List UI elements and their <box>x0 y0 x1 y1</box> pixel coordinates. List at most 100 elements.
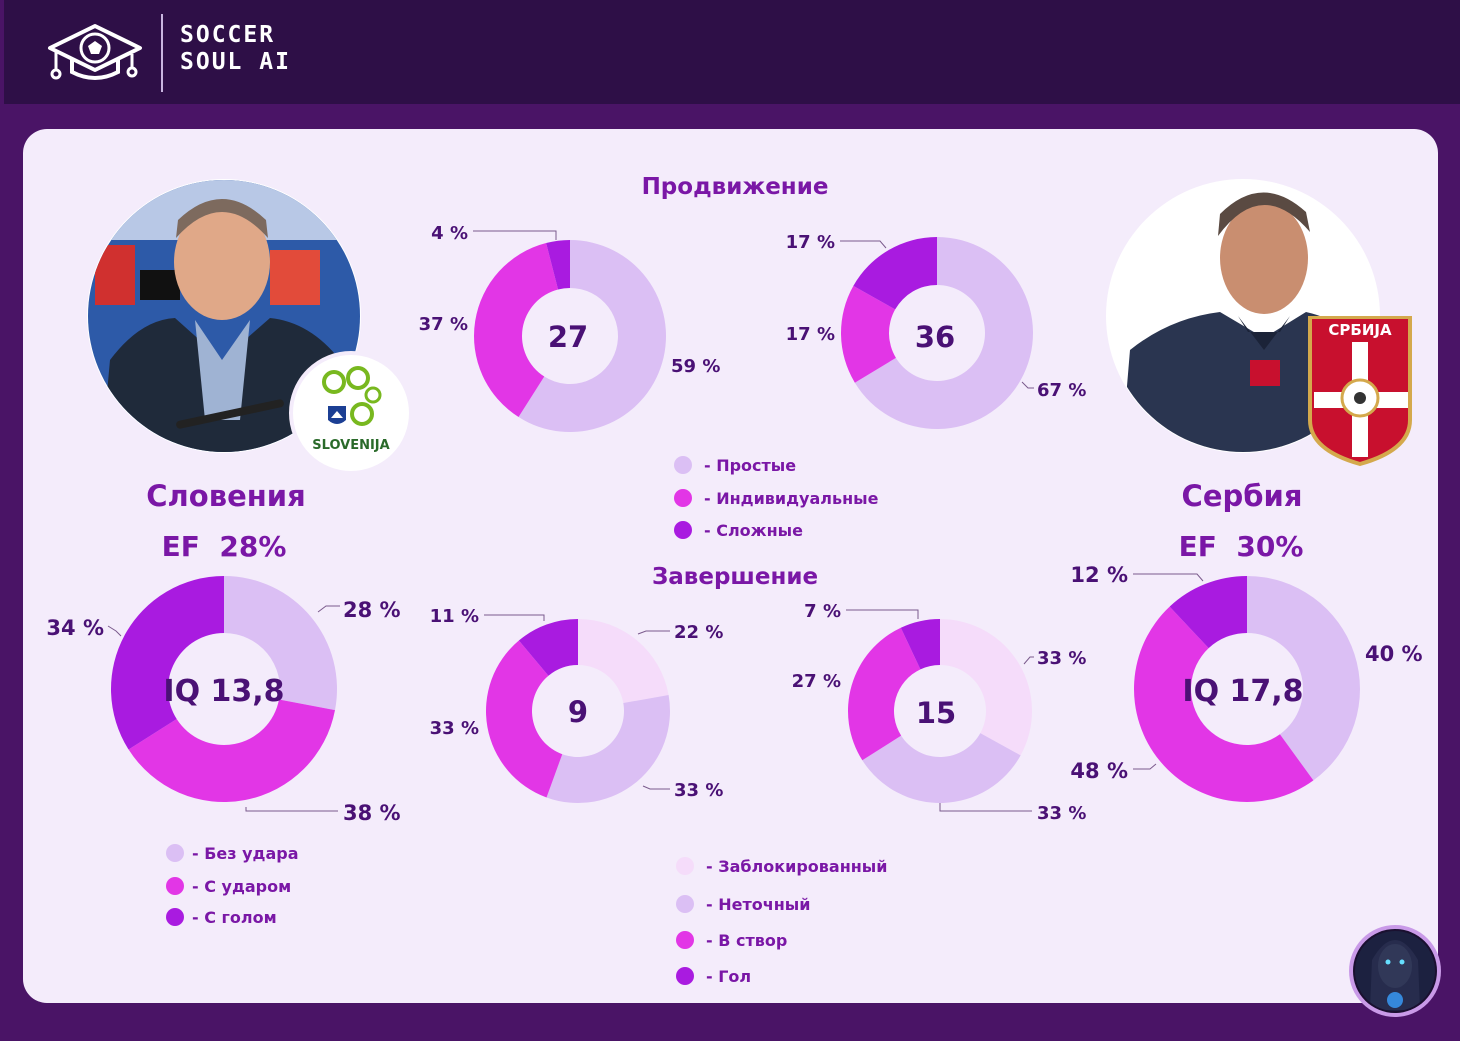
slice-label-simple: 59 % <box>671 356 720 377</box>
leader-line <box>840 240 887 249</box>
slovenia-team-name: Словения <box>146 479 305 513</box>
finishing-title: Завершение <box>652 564 818 590</box>
slice-label-with-goal: 12 % <box>1070 563 1128 587</box>
donut-slovenia-finishing: 9 22 % 33 % 33 % 11 % <box>430 606 723 803</box>
donut-serbia-progression: 36 67 % 17 % 17 % <box>786 232 1086 429</box>
soccer-cap-logo-icon <box>48 24 142 80</box>
brand-line-1: SOCCER <box>180 22 276 48</box>
donut-slice-0 <box>518 240 666 432</box>
slice-label-with-shot: 38 % <box>343 801 401 825</box>
legend-item-blocked: - Заблокированный <box>706 857 887 876</box>
leader-line <box>1023 656 1034 665</box>
donut-slice-2 <box>848 627 921 761</box>
slice-label-no-shot: 28 % <box>343 598 401 622</box>
leader-line <box>846 609 919 619</box>
slice-label-goal: 11 % <box>430 606 479 627</box>
legend-item-simple: - Простые <box>704 456 796 475</box>
donut-serbia-finishing: 15 33 % 33 % 27 % 7 % <box>792 601 1087 824</box>
donut-slice-0 <box>224 576 337 711</box>
donut-serbia-attack-end: IQ 17,8 40 % 48 % 12 % <box>1070 563 1423 803</box>
slice-label-simple: 67 % <box>1037 380 1086 401</box>
leader-line <box>484 614 545 621</box>
slice-label-no-shot: 40 % <box>1365 642 1423 666</box>
donut-center-label: 36 <box>915 320 955 354</box>
donut-center-label: 15 <box>916 696 956 730</box>
legend-swatch <box>166 844 184 862</box>
donut-slice-1 <box>1133 606 1314 803</box>
legend-swatch <box>676 967 694 985</box>
slice-label-on-target: 27 % <box>792 671 841 692</box>
legend-item-with-shot: - С ударом <box>192 877 291 896</box>
legend-attack-end: - Без удара - С ударом - С голом <box>166 844 299 927</box>
donut-slice-3 <box>518 619 578 676</box>
slice-label-with-shot: 48 % <box>1070 759 1128 783</box>
slice-label-on-target: 33 % <box>430 718 479 739</box>
slice-label-individual: 37 % <box>419 314 468 335</box>
leader-line <box>317 605 340 613</box>
slovenia-badge-text: SLOVENIJA <box>312 438 389 453</box>
leader-line <box>1021 381 1034 389</box>
donut-slice-2 <box>111 576 224 750</box>
leader-line <box>1133 573 1204 582</box>
slice-label-inaccurate: 33 % <box>1037 803 1086 824</box>
leader-line <box>939 803 1032 812</box>
legend-swatch <box>676 895 694 913</box>
logo-divider <box>161 14 163 92</box>
serbia-team-name: Сербия <box>1182 479 1303 513</box>
donut-slice-2 <box>1169 576 1247 649</box>
leader-line <box>245 807 338 812</box>
top-bar: SOCCER SOUL AI <box>4 0 1460 104</box>
slice-label-with-goal: 34 % <box>46 616 104 640</box>
leader-line <box>637 630 670 635</box>
donut-slice-2 <box>546 240 570 290</box>
slovenia-ef: EF 28% <box>162 530 287 563</box>
brand-line-2: SOUL AI <box>180 49 291 75</box>
donut-slice-1 <box>862 733 1021 803</box>
slice-label-blocked: 33 % <box>1037 648 1086 669</box>
legend-finishing: - Заблокированный - Неточный - В створ -… <box>676 857 887 986</box>
legend-item-on-target: - В створ <box>706 931 787 950</box>
ai-avatar[interactable] <box>1349 925 1441 1017</box>
donut-center-label: IQ 17,8 <box>1182 674 1303 709</box>
legend-swatch <box>674 489 692 507</box>
legend-item-goal: - Гол <box>706 967 751 986</box>
donut-slice-2 <box>486 640 563 798</box>
legend-swatch <box>674 456 692 474</box>
legend-swatch <box>166 908 184 926</box>
serbia-badge-text: СРБИЈА <box>1328 321 1392 339</box>
legend-item-inaccurate: - Неточный <box>706 895 810 914</box>
donut-slice-1 <box>128 699 335 802</box>
slice-label-complex: 4 % <box>431 223 468 244</box>
slice-label-inaccurate: 33 % <box>674 780 723 801</box>
donut-slovenia-attack-end: IQ 13,8 28 % 38 % 34 % <box>46 576 401 825</box>
leader-line <box>473 230 557 240</box>
donut-center-label: IQ 13,8 <box>163 674 284 709</box>
legend-item-individual: - Индивидуальные <box>704 489 879 508</box>
leader-line <box>107 625 122 637</box>
slovenia-coach-photo: SLOVENIJA <box>87 179 413 475</box>
slice-label-blocked: 22 % <box>674 622 723 643</box>
brand-name: SOCCER SOUL AI <box>180 22 291 76</box>
donut-slice-0 <box>1247 576 1360 781</box>
legend-item-with-goal: - С голом <box>192 908 277 927</box>
donut-slice-1 <box>474 243 559 418</box>
legend-item-no-shot: - Без удара <box>192 844 299 863</box>
serbia-ef: EF 30% <box>1179 530 1304 563</box>
progression-title: Продвижение <box>642 174 829 200</box>
legend-swatch <box>676 857 694 875</box>
donut-center-label: 9 <box>568 695 588 729</box>
slice-label-complex: 17 % <box>786 232 835 253</box>
legend-swatch <box>676 931 694 949</box>
slice-label-goal: 7 % <box>804 601 841 622</box>
donut-slice-3 <box>900 619 940 670</box>
leader-line <box>642 785 670 790</box>
donut-slice-0 <box>854 237 1034 429</box>
leader-line <box>1133 763 1157 770</box>
donut-slice-0 <box>578 619 669 704</box>
donut-slovenia-progression: 27 59 % 37 % 4 % <box>419 223 720 432</box>
serbia-coach-photo: СРБИЈА <box>1106 179 1412 467</box>
donut-center-label: 27 <box>548 320 588 354</box>
donut-slice-1 <box>841 285 896 383</box>
slice-label-individual: 17 % <box>786 324 835 345</box>
